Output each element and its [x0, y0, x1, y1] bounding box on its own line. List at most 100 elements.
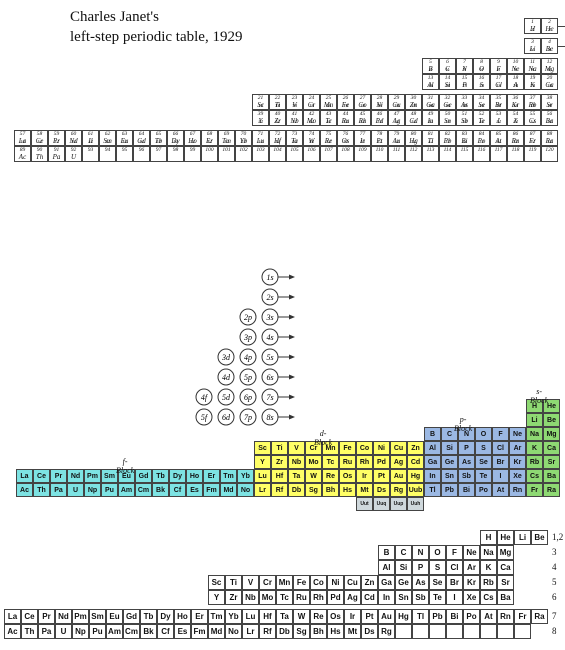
element-cell: Fr	[514, 609, 531, 624]
element-cell: Tb	[140, 609, 157, 624]
s-block-cell: Li	[526, 413, 543, 427]
element-cell: 115	[456, 146, 473, 162]
svg-text:7p: 7p	[244, 413, 252, 422]
element-cell: Am	[106, 624, 123, 639]
row-label: 7	[552, 611, 557, 621]
d-block-cell: Hg	[407, 469, 424, 483]
element-cell: 89Ac	[14, 146, 31, 162]
element-cell: 95	[116, 146, 133, 162]
element-cell: Rb	[480, 575, 497, 590]
p-block-cell: Te	[475, 469, 492, 483]
element-cell: 100	[201, 146, 218, 162]
element-cell: Tl	[412, 609, 429, 624]
s-block-cell: Ca	[543, 441, 560, 455]
p-block-cell: Sn	[441, 469, 458, 483]
p-block-cell: Ga	[424, 455, 441, 469]
element-cell: N	[412, 545, 429, 560]
element-cell: Ce	[21, 609, 38, 624]
element-cell: Na	[480, 545, 497, 560]
d-block-cell: Uub	[407, 483, 424, 497]
orbital-triangle-diagram: 1s2s2p3s3p4s3d4p5s4d5p6s4f5d6p7s5f6d7p8s	[120, 265, 320, 445]
f-block-cell: Cm	[135, 483, 152, 497]
d-block-cell: Hs	[339, 483, 356, 497]
s-block-cell: Sr	[543, 455, 560, 469]
svg-text:4p: 4p	[244, 353, 252, 362]
element-cell: Hg	[395, 609, 412, 624]
placeholder-cell: Uuq	[373, 497, 390, 511]
element-cell: Rf	[259, 624, 276, 639]
d-block-cell: Os	[339, 469, 356, 483]
d-block-cell: Ta	[288, 469, 305, 483]
p-block-cell: As	[458, 455, 475, 469]
f-block-cell: Pm	[84, 469, 101, 483]
element-cell: Pm	[72, 609, 89, 624]
element-cell: Ti	[225, 575, 242, 590]
p-block-cell: At	[492, 483, 509, 497]
d-block-cell: Ru	[339, 455, 356, 469]
svg-text:6d: 6d	[222, 413, 231, 422]
d-block-cell: Ni	[373, 441, 390, 455]
element-cell: Db	[276, 624, 293, 639]
element-cell: Os	[327, 609, 344, 624]
p-block-cell: Ne	[509, 427, 526, 441]
period-count: 32	[490, 120, 507, 128]
element-cell: Ag	[344, 590, 361, 605]
element-cell: Xe	[463, 590, 480, 605]
element-cell: Li	[514, 530, 531, 545]
element-cell	[412, 624, 429, 639]
period-count: 8	[541, 48, 558, 56]
element-cell: Pd	[327, 590, 344, 605]
element-cell: Sb	[412, 590, 429, 605]
element-cell: 91Pa	[48, 146, 65, 162]
s-block-cell: Na	[526, 427, 543, 441]
f-block-cell: Yb	[237, 469, 254, 483]
period-count: 2	[541, 28, 558, 36]
f-block-cell: Ce	[33, 469, 50, 483]
period-count: 18	[507, 84, 524, 92]
element-cell: In	[378, 590, 395, 605]
element-cell: Ni	[327, 575, 344, 590]
element-cell: Zr	[225, 590, 242, 605]
element-cell: Mo	[259, 590, 276, 605]
element-cell: Sg	[293, 624, 310, 639]
d-block-cell: Db	[288, 483, 305, 497]
p-block-cell: Sb	[458, 469, 475, 483]
element-cell: 119	[524, 146, 541, 162]
f-block-cell: Er	[203, 469, 220, 483]
f-block-cell: Nd	[67, 469, 84, 483]
element-cell: Ra	[531, 609, 548, 624]
f-block-cell: Bk	[152, 483, 169, 497]
svg-text:5p: 5p	[244, 373, 252, 382]
period-count: 18	[524, 84, 541, 92]
p-block-cell: In	[424, 469, 441, 483]
svg-text:8s: 8s	[266, 413, 273, 422]
element-cell: Th	[21, 624, 38, 639]
p-block-cell: Xe	[509, 469, 526, 483]
s-block-cell: Mg	[543, 427, 560, 441]
d-block-cell: Zn	[407, 441, 424, 455]
element-cell: Fm	[191, 624, 208, 639]
element-cell: Cl	[446, 560, 463, 575]
d-block-cell: Rg	[390, 483, 407, 497]
element-cell: Br	[446, 575, 463, 590]
period-count: 32	[405, 120, 422, 128]
p-block-cell: Pb	[441, 483, 458, 497]
period-count: 32	[473, 120, 490, 128]
d-block-cell: Bh	[322, 483, 339, 497]
f-block-cell: Fm	[203, 483, 220, 497]
p-block-cell: B	[424, 427, 441, 441]
p-block-cell: Cl	[492, 441, 509, 455]
f-block-cell: Tb	[152, 469, 169, 483]
s-block-cell: Ra	[543, 483, 560, 497]
element-cell: V	[242, 575, 259, 590]
element-cell: O	[429, 545, 446, 560]
d-block-cell: W	[305, 469, 322, 483]
svg-text:3p: 3p	[243, 333, 252, 342]
d-block-cell: Ir	[356, 469, 373, 483]
element-cell: Ar	[463, 560, 480, 575]
p-block-cell: Ge	[441, 455, 458, 469]
f-block-cell: Dy	[169, 469, 186, 483]
element-cell: Pb	[429, 609, 446, 624]
element-cell: Nd	[55, 609, 72, 624]
element-cell: 114	[439, 146, 456, 162]
